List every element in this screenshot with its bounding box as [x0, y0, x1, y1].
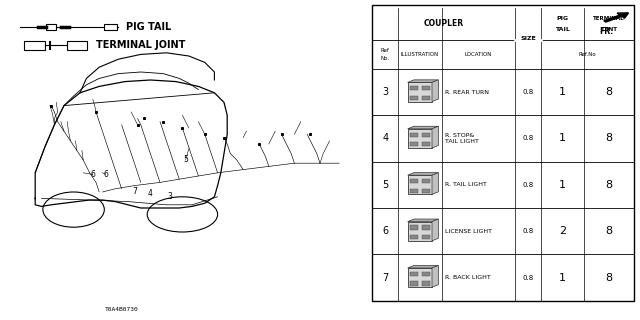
Ellipse shape [147, 197, 218, 232]
Text: 6: 6 [103, 170, 108, 179]
Text: 0.8: 0.8 [522, 228, 534, 234]
Text: 5: 5 [183, 156, 188, 164]
Bar [422, 179, 430, 183]
Bar [410, 235, 417, 239]
Text: LICENSE LIGHT: LICENSE LIGHT [445, 229, 492, 234]
Bar [410, 142, 417, 147]
Polygon shape [432, 219, 438, 241]
Text: LOCATION: LOCATION [465, 52, 492, 57]
Bar [422, 188, 430, 193]
Text: TAIL: TAIL [555, 27, 570, 32]
Text: 4: 4 [148, 189, 153, 198]
Bar [46, 24, 56, 30]
Text: PIG TAIL: PIG TAIL [126, 22, 172, 32]
Bar [410, 225, 417, 229]
Text: SIZE: SIZE [520, 36, 536, 41]
Text: 7: 7 [132, 188, 137, 196]
Bar [422, 282, 430, 285]
Polygon shape [408, 265, 438, 268]
Polygon shape [432, 126, 438, 148]
Text: 1: 1 [559, 273, 566, 283]
Text: COUPLER: COUPLER [424, 20, 464, 28]
Bar [410, 179, 417, 183]
Text: 6: 6 [90, 170, 95, 179]
Bar [422, 96, 430, 100]
Polygon shape [432, 265, 438, 287]
Bar [408, 221, 432, 241]
Bar [422, 142, 430, 147]
Bar [410, 272, 417, 276]
Bar [410, 96, 417, 100]
Text: Ref.No: Ref.No [579, 52, 596, 57]
Text: PIG: PIG [557, 16, 568, 21]
Text: TERMINAL JOINT: TERMINAL JOINT [96, 40, 186, 51]
Text: 1: 1 [559, 133, 566, 143]
Text: 0.8: 0.8 [522, 182, 534, 188]
Text: 8: 8 [605, 273, 612, 283]
Bar [372, 5, 634, 301]
Bar [408, 175, 432, 194]
Bar [410, 132, 417, 137]
Text: 8: 8 [605, 133, 612, 143]
Text: 1: 1 [559, 180, 566, 190]
Text: TERMINAL: TERMINAL [593, 16, 625, 21]
Bar [408, 129, 432, 148]
Text: R. STOP&
TAIL LIGHT: R. STOP& TAIL LIGHT [445, 133, 479, 144]
Text: Ref: Ref [381, 48, 390, 53]
Text: 8: 8 [605, 226, 612, 236]
Bar [410, 188, 417, 193]
Text: 5: 5 [382, 180, 388, 190]
Bar [422, 235, 430, 239]
Bar [408, 82, 432, 101]
Bar [408, 268, 432, 287]
Text: 3: 3 [167, 192, 172, 201]
Text: 0.8: 0.8 [522, 275, 534, 281]
Bar [422, 225, 430, 229]
Bar [104, 24, 117, 30]
Bar [410, 282, 417, 285]
Text: R. TAIL LIGHT: R. TAIL LIGHT [445, 182, 486, 187]
Text: 6: 6 [382, 226, 388, 236]
Text: FR.: FR. [599, 27, 613, 36]
Text: 4: 4 [382, 133, 388, 143]
FancyArrow shape [604, 13, 628, 22]
Polygon shape [408, 219, 438, 221]
Polygon shape [408, 80, 438, 82]
Text: No.: No. [381, 56, 390, 61]
Ellipse shape [43, 192, 104, 227]
Bar [422, 86, 430, 90]
Text: ILLUSTRATION: ILLUSTRATION [401, 52, 439, 57]
Bar [24, 41, 45, 50]
Polygon shape [408, 126, 438, 129]
Text: T0A4B0730: T0A4B0730 [105, 307, 138, 312]
Text: JOINT: JOINT [600, 27, 618, 32]
Text: R. REAR TURN: R. REAR TURN [445, 90, 489, 94]
Text: 8: 8 [605, 87, 612, 97]
Text: 7: 7 [382, 273, 388, 283]
Text: 0.8: 0.8 [522, 135, 534, 141]
Bar [422, 272, 430, 276]
Text: 2: 2 [559, 226, 566, 236]
Text: R. BACK LIGHT: R. BACK LIGHT [445, 275, 490, 280]
Text: 3: 3 [382, 87, 388, 97]
Polygon shape [432, 172, 438, 194]
Bar [67, 41, 87, 50]
Polygon shape [432, 80, 438, 101]
Bar [410, 86, 417, 90]
Text: 8: 8 [605, 180, 612, 190]
Polygon shape [408, 172, 438, 175]
Text: 1: 1 [559, 87, 566, 97]
Text: 0.8: 0.8 [522, 89, 534, 95]
Bar [422, 132, 430, 137]
